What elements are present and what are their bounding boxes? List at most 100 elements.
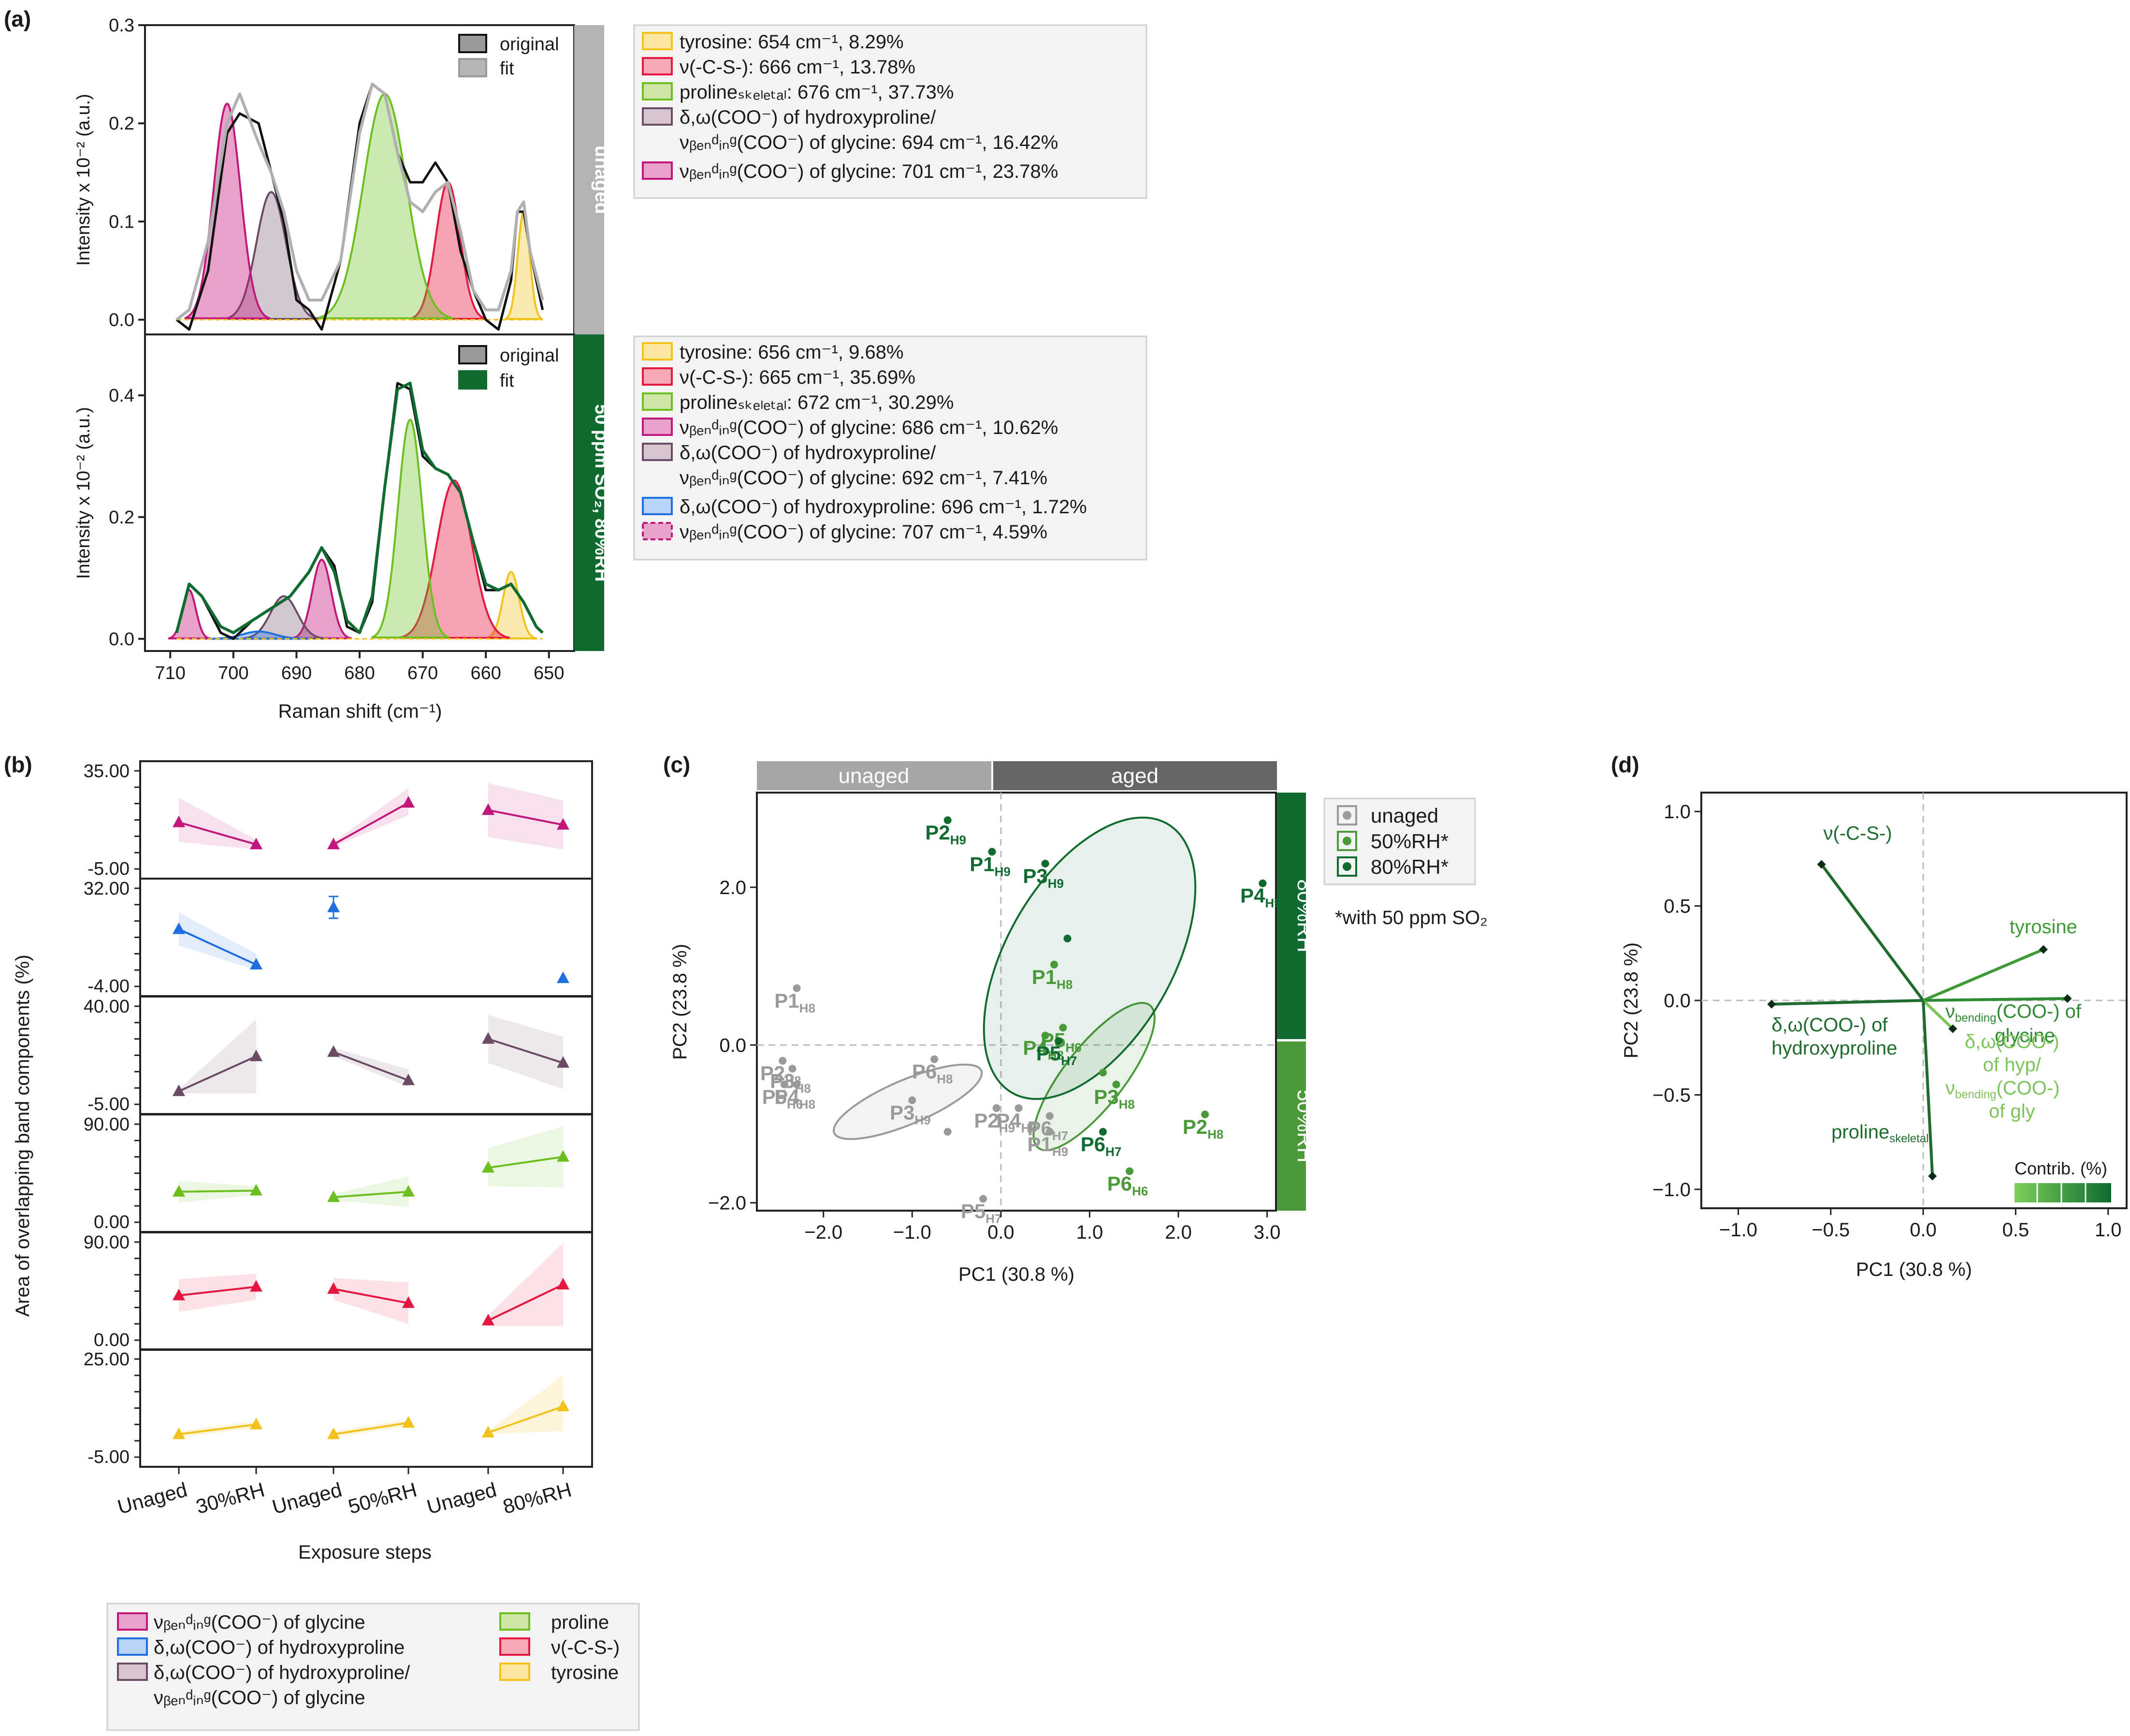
b-xtick-label: 80%RH xyxy=(500,1478,574,1518)
c-ylabel: PC2 (23.8 %) xyxy=(669,944,691,1060)
panel-a-label: (a) xyxy=(4,6,31,31)
component-label: νᵦₑₙᵈᵢₙᵍ(COO⁻) of glycine: 694 cm⁻¹, 16.… xyxy=(680,132,1058,153)
d-ytick-label: 1.0 xyxy=(1664,801,1691,823)
band--c-s- xyxy=(398,479,510,639)
strip-aged xyxy=(993,761,1277,790)
panel-d: (d) ν(-C-S-) tyrosine δ,ω(COO-) ofhydroxyp… xyxy=(1611,752,2128,1280)
c-xtick-label: 3.0 xyxy=(1254,1222,1281,1243)
legend-fit-swatch xyxy=(458,58,487,77)
c-point xyxy=(1014,1104,1023,1112)
b-xtick-label: 50%RH xyxy=(346,1478,419,1518)
c-point xyxy=(988,848,996,856)
c-point xyxy=(780,1080,788,1088)
b-line xyxy=(178,1423,257,1435)
c-point-label: P2H8 xyxy=(1183,1115,1224,1142)
d-vector-label: hydroxyproline xyxy=(1771,1038,1897,1059)
xtick-label: 670 xyxy=(407,663,438,683)
b-point xyxy=(557,1400,569,1412)
b-point xyxy=(557,1150,569,1162)
a-top-inner-legend: original fit xyxy=(458,34,559,79)
legend-fit-label: fit xyxy=(500,58,514,79)
b-facets: 35.00-5.0032.00-4.0040.00-5.0090.000.009… xyxy=(84,760,593,1468)
b-point xyxy=(250,1049,262,1061)
c-point xyxy=(1041,859,1049,868)
c-xtick-label: 1.0 xyxy=(1076,1222,1103,1243)
d-xtick-label: 0.5 xyxy=(2002,1219,2029,1241)
legend-swatch-80rh xyxy=(1337,856,1357,877)
b-line xyxy=(488,1038,564,1064)
legend-dot-50rh xyxy=(1343,837,1351,845)
swatch-glycine xyxy=(117,1612,148,1631)
a-bottom-inner-legend: original fit xyxy=(458,345,559,391)
xtick-label: 690 xyxy=(281,663,312,683)
b-line xyxy=(178,1286,257,1297)
d-vector-label: ν(-C-S-) xyxy=(1824,823,1892,844)
b-ylabel: Area of overlapping band components (%) xyxy=(12,955,33,1316)
b-line xyxy=(333,1190,409,1199)
b-ytick-label: 90.00 xyxy=(84,1232,130,1253)
swatch-hyp-gly xyxy=(642,443,673,461)
b-ytick-label: 32.00 xyxy=(84,879,130,899)
component-label: tyrosine: 656 cm⁻¹, 9.68% xyxy=(680,342,904,363)
legend-box xyxy=(106,1603,640,1731)
b-point xyxy=(402,796,415,808)
component-label: prolineₛₖₑₗₑₜₐₗ: 676 cm⁻¹, 37.73% xyxy=(680,82,954,103)
b-line xyxy=(178,928,257,966)
c-point-label: P6H7 xyxy=(1081,1133,1122,1159)
a-top-y-axis: 0.0 0.1 0.2 0.3 xyxy=(109,15,145,331)
xtick-label: 650 xyxy=(534,663,564,683)
strip-50rh-label: 50%RH xyxy=(1293,1089,1317,1163)
a-bottom-y-axis: 0.0 0.2 0.4 xyxy=(109,386,145,650)
b-line xyxy=(333,1051,409,1082)
b-point xyxy=(250,957,262,969)
d-vector-label: tyrosine xyxy=(2010,916,2077,938)
a-top-strip-label: unaged xyxy=(591,145,612,214)
ytick-label: 0.3 xyxy=(109,15,134,36)
legend-original-label: original xyxy=(500,346,559,366)
b-xtick-label: Unaged xyxy=(270,1478,344,1518)
component-label: tyrosine: 654 cm⁻¹, 8.29% xyxy=(680,31,904,53)
swatch-proline xyxy=(499,1612,530,1631)
b-ribbon xyxy=(488,783,563,850)
b-facet: 40.00 -5.00 xyxy=(84,996,593,1115)
b-ribbon xyxy=(333,1047,408,1087)
component-label: δ,ω(COO⁻) of hydroxyproline/ xyxy=(680,107,936,128)
xtick-label: 700 xyxy=(218,663,248,683)
d-ytick-label: 0.5 xyxy=(1664,896,1691,917)
b-line xyxy=(488,809,564,826)
ytick-label: 0.0 xyxy=(109,629,134,650)
b-ytick-label: -4.00 xyxy=(87,976,130,997)
line-fit xyxy=(175,381,544,635)
c-point xyxy=(943,1128,952,1136)
c-ellipse xyxy=(832,1063,983,1140)
c-point xyxy=(930,1055,939,1063)
b-line xyxy=(488,1284,564,1322)
c-point xyxy=(943,816,952,825)
legend-fit-label: fit xyxy=(500,371,514,391)
c-point xyxy=(1059,1024,1067,1032)
component-label: ν(-C-S-): 665 cm⁻¹, 35.69% xyxy=(680,367,915,388)
b-point xyxy=(482,803,494,815)
b-point xyxy=(402,1416,415,1428)
b-point xyxy=(173,922,185,934)
colorbar-label: Contrib. (%) xyxy=(2014,1158,2107,1178)
b-ytick-label: -5.00 xyxy=(87,859,130,879)
xtick-label: 680 xyxy=(344,663,375,683)
swatch-tyrosine xyxy=(642,32,673,50)
ytick-label: 0.0 xyxy=(109,310,134,331)
b-facet: 35.00 -5.00 xyxy=(84,760,593,880)
strip-aged-label: aged xyxy=(1111,764,1159,788)
b-point xyxy=(250,838,262,850)
legend-dot-unaged xyxy=(1343,811,1351,820)
d-vector-tip xyxy=(1817,860,1826,869)
d-vector xyxy=(1922,999,1954,1030)
d-xlabel: PC1 (30.8 %) xyxy=(1856,1259,1972,1280)
legend-box xyxy=(633,335,1147,561)
a-bottom-components-legend: tyrosine: 656 cm⁻¹, 9.68% ν(-C-S-): 665 … xyxy=(633,335,1147,561)
ytick-label: 0.1 xyxy=(109,212,134,232)
b-point xyxy=(173,1427,185,1439)
b-point xyxy=(482,1314,494,1326)
panel-c: (c) unaged aged 80%RH 50%RH P1H8 P2H8 P3H8… xyxy=(663,752,1488,1285)
d-vector xyxy=(1922,1000,1934,1176)
